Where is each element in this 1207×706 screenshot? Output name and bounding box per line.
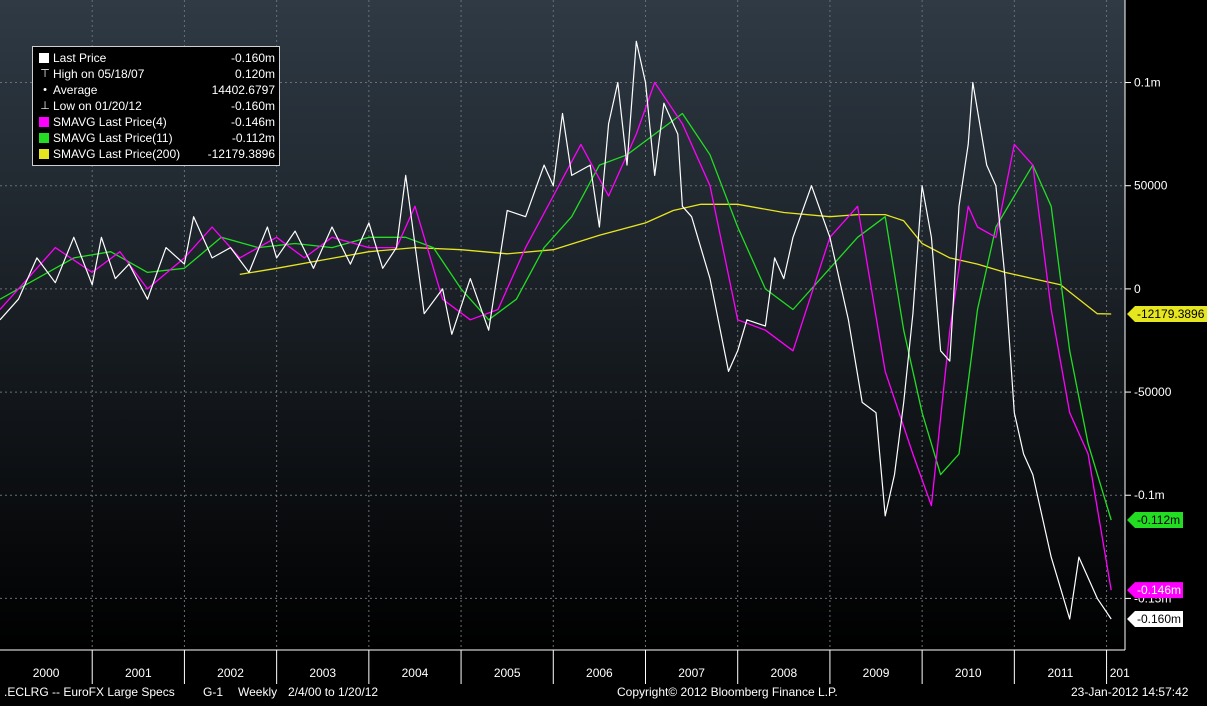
series-lines xyxy=(0,40,1112,620)
legend-value: -12179.3896 xyxy=(207,147,275,161)
x-tick-label: 2008 xyxy=(770,666,797,680)
legend-swatch xyxy=(39,133,49,143)
legend-low-icon: ⊥ xyxy=(40,100,50,112)
legend-entry: SMAVG Last Price(200) -12179.3896 xyxy=(39,146,277,162)
legend-entry: ⊤ High on 05/18/07 0.120m xyxy=(39,66,277,82)
y-tick-label: 0.1m xyxy=(1134,76,1161,90)
last-value-tag-label: -12179.3896 xyxy=(1137,307,1205,321)
y-tick-label: 50000 xyxy=(1134,179,1168,193)
last-value-tag xyxy=(1127,512,1183,528)
legend-swatch xyxy=(39,117,49,127)
last-value-tag-label: -0.160m xyxy=(1137,612,1181,626)
x-tick-label: 2000 xyxy=(33,666,60,680)
x-tick-label: 2004 xyxy=(402,666,429,680)
y-tick-label: 0 xyxy=(1134,282,1141,296)
legend-label: High on 05/18/07 xyxy=(53,67,145,81)
legend-label: SMAVG Last Price(4) xyxy=(53,115,167,129)
x-tick-label: 2005 xyxy=(494,666,521,680)
x-tick-label: 2003 xyxy=(309,666,336,680)
x-tick-label: 2011 xyxy=(1048,666,1074,680)
legend-value: 0.120m xyxy=(234,67,275,81)
last-value-tag-label: -0.146m xyxy=(1137,583,1181,597)
right-axis-background xyxy=(1125,0,1207,650)
series-line-last-price xyxy=(0,40,1112,620)
series-line-smavg-4 xyxy=(0,81,1112,591)
legend-entry: SMAVG Last Price(4) -0.146m xyxy=(39,114,277,130)
y-tick-label: -50000 xyxy=(1134,385,1172,399)
x-tick-label: 2002 xyxy=(217,666,244,680)
legend-label: Average xyxy=(53,83,98,97)
legend-value: -0.160m xyxy=(230,99,275,113)
x-tick-label: 2009 xyxy=(863,666,890,680)
x-tick-label: 2001 xyxy=(125,666,152,680)
last-value-tag xyxy=(1127,582,1183,599)
legend-value: -0.146m xyxy=(230,115,275,129)
x-tick-label: 2010 xyxy=(955,666,982,680)
legend-label: SMAVG Last Price(11) xyxy=(53,131,173,145)
legend-label: Low on 01/20/12 xyxy=(53,99,142,113)
x-axis-band xyxy=(0,650,1125,684)
last-value-tags: -12179.3896 -0.112m -0.146m -0.160m xyxy=(1127,306,1207,628)
x-tick-label: 201 xyxy=(1110,666,1130,680)
series-line-smavg-11 xyxy=(0,112,1112,521)
legend-swatch xyxy=(39,149,49,159)
legend-entry: SMAVG Last Price(11) -0.112m xyxy=(39,130,277,146)
footer-timestamp: 23-Jan-2012 14:57:42 xyxy=(1071,685,1189,699)
last-value-tag xyxy=(1127,611,1183,628)
grid-lines xyxy=(0,0,1125,650)
footer-bar: .ECLRG -- EuroFX Large Specs G-1 Weekly … xyxy=(0,684,1207,701)
legend: Last Price -0.160m ⊤ High on 05/18/07 0.120m… xyxy=(32,46,280,166)
footer-copyright: Copyright© 2012 Bloomberg Finance L.P. xyxy=(617,685,838,699)
legend-label: Last Price xyxy=(53,51,107,65)
footer-frequency: Weekly xyxy=(238,685,278,699)
legend-average-icon: • xyxy=(43,84,47,96)
legend-swatch xyxy=(39,53,49,63)
x-axis: 2000 2001 2002 2003 2004 2005 2006 2007 2008 2009… xyxy=(0,649,1130,684)
last-value-tag-label: -0.112m xyxy=(1137,513,1180,527)
y-tick-label: -0.1m xyxy=(1134,488,1165,502)
legend-entry: ⊥ Low on 01/20/12 -0.160m xyxy=(39,98,277,114)
legend-entry: • Average 14402.6797 xyxy=(39,82,277,98)
series-line-smavg-200 xyxy=(239,203,1112,315)
x-tick-label: 2007 xyxy=(678,666,705,680)
x-tick-label: 2006 xyxy=(586,666,613,680)
legend-entry: Last Price -0.160m xyxy=(39,50,277,66)
footer-chart-id: G-1 xyxy=(203,685,224,699)
legend-value: -0.160m xyxy=(230,51,275,65)
legend-value: 14402.6797 xyxy=(211,83,275,97)
footer-ticker: .ECLRG -- EuroFX Large Specs xyxy=(4,685,175,699)
legend-value: -0.112m xyxy=(231,131,275,145)
legend-label: SMAVG Last Price(200) xyxy=(53,147,181,161)
legend-high-icon: ⊤ xyxy=(40,68,50,80)
footer-range: 2/4/00 to 1/20/12 xyxy=(288,685,379,699)
last-value-tag xyxy=(1127,306,1207,323)
